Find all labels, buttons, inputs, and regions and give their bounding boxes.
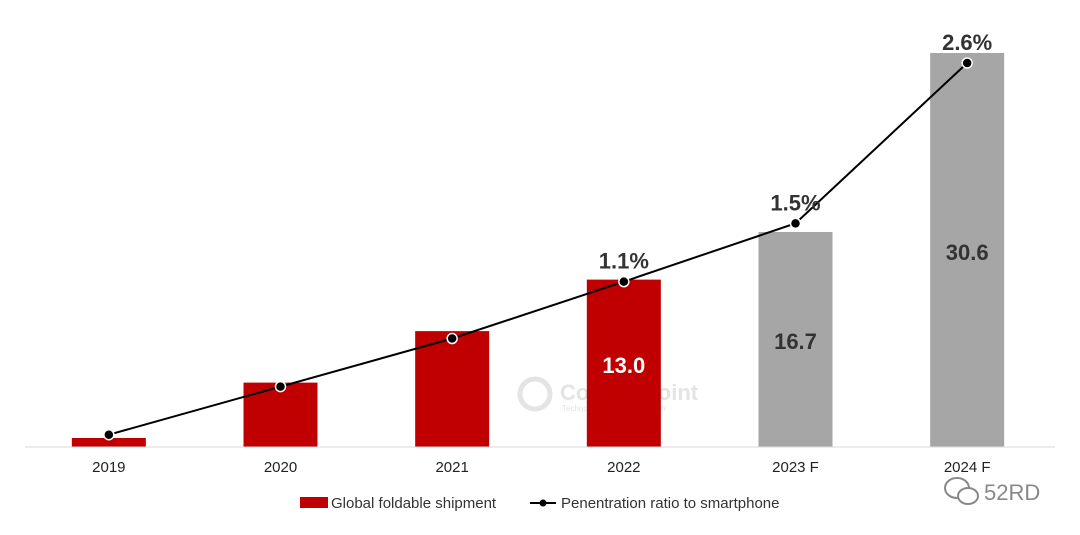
line-point-2019 — [103, 428, 115, 441]
line-point-2023-f — [789, 217, 802, 230]
x-axis-tick-labels: 2019 2020 2021 2022 2023 F 2024 F — [92, 459, 990, 476]
penetration-line — [108, 62, 968, 436]
bar-2019 — [71, 437, 146, 447]
wechat-icon — [944, 477, 979, 505]
x-tick-label: 2023 F — [772, 459, 819, 476]
brand-text: 52RD — [984, 480, 1040, 505]
bar-2024-f — [930, 53, 1005, 447]
line-point-2020 — [274, 380, 287, 393]
bar-2021 — [415, 331, 490, 447]
x-tick-label: 2019 — [92, 459, 125, 476]
legend-marker — [539, 499, 547, 507]
x-tick-label: 2020 — [264, 459, 297, 476]
penetration-value-label: 1.5% — [770, 190, 820, 215]
x-tick-label: 2022 — [607, 459, 640, 476]
bar-2022 — [586, 279, 661, 447]
x-tick-label: 2021 — [435, 459, 468, 476]
bar-value-label: 30.6 — [946, 240, 989, 265]
bar-2023-f — [758, 231, 833, 447]
line-point-2021 — [446, 332, 458, 345]
legend: Global foldable shipment Penentration ra… — [300, 495, 779, 512]
wechat-brand-badge: 52RD — [944, 477, 1040, 505]
legend-swatch-shipment — [300, 497, 328, 508]
legend-label-penetration: Penentration ratio to smartphone — [561, 495, 779, 512]
bar-value-labels: 13.0 16.7 30.6 — [602, 240, 988, 378]
legend-label-shipment: Global foldable shipment — [331, 495, 497, 512]
bar-value-label: 16.7 — [774, 329, 817, 354]
line-point-2022 — [618, 275, 630, 288]
line-value-labels: 1.1% 1.5% 2.6% — [599, 30, 992, 274]
penetration-value-label: 2.6% — [942, 30, 992, 55]
penetration-value-label: 1.1% — [599, 249, 649, 274]
counterpoint-logo-icon — [517, 376, 553, 412]
line-series — [103, 57, 973, 441]
x-tick-label: 2024 F — [944, 459, 991, 476]
line-point-2024-f — [961, 57, 973, 69]
bar-series — [71, 53, 1005, 447]
bar-value-label: 13.0 — [602, 353, 645, 378]
